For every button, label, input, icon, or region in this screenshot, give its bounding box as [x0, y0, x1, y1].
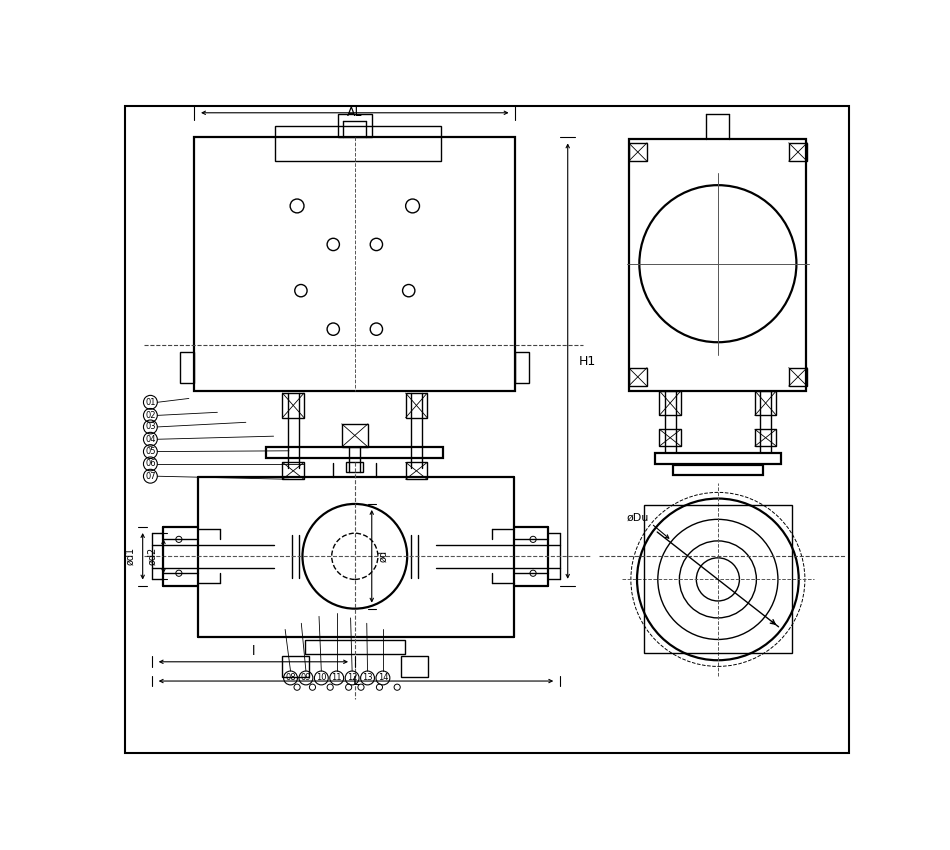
Bar — [755, 391, 776, 416]
Text: H1: H1 — [579, 354, 596, 367]
Bar — [338, 114, 371, 138]
Bar — [629, 139, 807, 391]
Bar — [266, 447, 444, 458]
Text: 09: 09 — [300, 673, 312, 683]
Bar — [282, 462, 304, 479]
Text: L: L — [352, 675, 359, 688]
Bar — [674, 466, 763, 475]
Bar — [342, 424, 368, 447]
Text: 02: 02 — [145, 411, 156, 420]
Bar — [788, 143, 808, 162]
Text: 14: 14 — [378, 673, 389, 683]
Text: 05: 05 — [145, 447, 156, 456]
Text: ød2: ød2 — [147, 547, 158, 565]
Bar — [305, 640, 405, 654]
Bar — [406, 393, 428, 417]
Bar — [655, 453, 781, 464]
Text: 07: 07 — [145, 472, 156, 481]
Text: l: l — [252, 644, 256, 658]
Text: 03: 03 — [145, 422, 156, 432]
Bar — [401, 655, 428, 677]
Bar — [629, 368, 647, 386]
Bar — [347, 462, 363, 472]
Bar — [282, 393, 304, 417]
Text: 13: 13 — [362, 673, 372, 683]
Bar — [406, 462, 428, 479]
Text: 10: 10 — [316, 673, 327, 683]
Bar — [281, 655, 309, 677]
Bar — [659, 429, 681, 446]
Bar — [276, 126, 441, 161]
Bar — [629, 143, 647, 162]
Bar — [788, 368, 808, 386]
Text: 12: 12 — [347, 673, 357, 683]
Text: ød1: ød1 — [125, 547, 135, 565]
Bar — [195, 137, 515, 391]
Bar — [659, 391, 681, 416]
Text: 01: 01 — [145, 398, 156, 407]
Text: øDu: øDu — [626, 513, 649, 522]
Bar — [515, 352, 529, 383]
Text: 08: 08 — [285, 673, 295, 683]
Text: 06: 06 — [145, 459, 156, 468]
Text: 11: 11 — [332, 673, 342, 683]
Text: ød: ød — [378, 550, 389, 563]
Bar — [644, 506, 791, 654]
Bar — [755, 429, 776, 446]
Text: AL: AL — [347, 106, 363, 119]
Bar — [180, 352, 194, 383]
Text: 04: 04 — [145, 434, 156, 444]
